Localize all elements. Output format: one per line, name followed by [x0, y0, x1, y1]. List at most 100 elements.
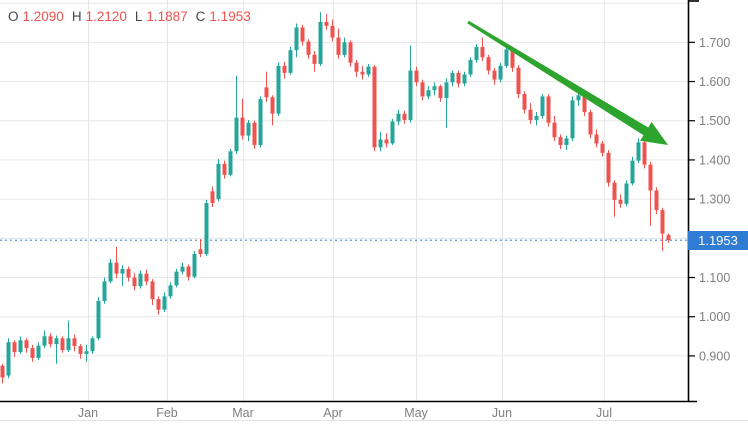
candle-body	[192, 254, 197, 277]
candle-body	[414, 70, 419, 83]
candle-body	[528, 109, 533, 120]
candle-body	[246, 122, 251, 136]
candle-body	[0, 365, 5, 378]
candle-body	[120, 268, 125, 274]
candle-body	[480, 47, 485, 58]
candle-body	[630, 160, 635, 184]
candle-body	[558, 137, 563, 146]
candle-body	[420, 82, 425, 97]
month-label: Jul	[596, 406, 612, 420]
candle-body	[336, 37, 341, 55]
candle-body	[402, 113, 407, 120]
candle-body	[468, 59, 473, 75]
candle-body	[84, 351, 89, 354]
ohlc-legend: O 1.2090 H 1.2120 L 1.1887 C 1.1953	[8, 9, 259, 25]
candle-body	[360, 71, 365, 75]
candle-body	[228, 151, 233, 175]
candle-body	[186, 266, 191, 277]
month-label: Jun	[492, 406, 512, 420]
candle-body	[546, 96, 551, 123]
candle-body	[78, 346, 83, 354]
candle-body	[462, 74, 467, 84]
candle-body	[396, 113, 401, 122]
price-tick-label: 1.300	[699, 193, 730, 207]
month-label: Jan	[78, 406, 98, 420]
candle-body	[534, 116, 539, 120]
price-tick-label: 1.600	[699, 75, 730, 89]
candle-body	[510, 49, 515, 68]
candle-body	[666, 234, 671, 241]
price-tick-label: 1.700	[699, 36, 730, 50]
candle-body	[132, 277, 137, 287]
candle-body	[486, 57, 491, 71]
last-price-label: 1.1953	[688, 231, 748, 250]
candle-body	[606, 152, 611, 183]
bottom-separator	[0, 420, 748, 421]
open-value: 1.2090	[22, 9, 64, 24]
gridlines	[0, 0, 688, 401]
candle-body	[144, 273, 149, 282]
candle-body	[432, 86, 437, 91]
candle-body	[54, 338, 59, 345]
candle-body	[96, 301, 101, 339]
high-label: H	[71, 9, 82, 24]
candle-body	[306, 41, 311, 55]
month-label: May	[404, 406, 428, 420]
month-label: Mar	[232, 406, 254, 420]
candle-body	[600, 143, 605, 153]
candle-body	[636, 142, 641, 161]
candle-body	[150, 281, 155, 300]
candle-body	[366, 66, 371, 75]
candle-body	[168, 285, 173, 297]
candle-body	[498, 65, 503, 80]
close-label: C	[195, 9, 206, 24]
price-tick-label: 1.000	[699, 310, 730, 324]
candle-body	[156, 299, 161, 310]
price-tick-label: 1.100	[699, 271, 730, 285]
candle-body	[234, 117, 239, 152]
price-tick-label: 0.900	[699, 349, 730, 363]
candles	[0, 12, 671, 384]
candle-body	[222, 163, 227, 175]
candle-body	[474, 47, 479, 60]
candle-body	[108, 262, 113, 282]
candle-body	[114, 262, 119, 274]
candle-body	[624, 183, 629, 204]
candle-body	[450, 72, 455, 83]
candle-body	[540, 96, 545, 117]
candle-body	[594, 134, 599, 144]
candle-body	[438, 86, 443, 98]
candle-body	[516, 67, 521, 95]
candle-body	[354, 62, 359, 72]
candle-body	[276, 65, 281, 114]
candle-body	[174, 271, 179, 286]
candle-body	[66, 338, 71, 351]
candle-body	[240, 117, 245, 136]
candle-body	[24, 340, 29, 349]
candle-body	[48, 336, 53, 345]
candle-body	[72, 338, 77, 347]
low-label: L	[134, 9, 143, 24]
time-axis[interactable]: Jan Feb Mar Apr May Jun Jul	[78, 406, 612, 420]
candle-body	[60, 338, 65, 351]
price-tick-label: 1.400	[699, 153, 730, 167]
candle-body	[270, 97, 275, 114]
candle-body	[90, 338, 95, 352]
axis-frame	[0, 0, 699, 403]
candle-body	[444, 82, 449, 98]
candle-body	[618, 199, 623, 204]
candle-body	[252, 122, 257, 146]
price-axis[interactable]: 1.700 1.600 1.500 1.400 1.300 1.100 1.000 0.900	[688, 36, 730, 364]
candle-body	[348, 42, 353, 63]
candle-body	[198, 249, 203, 255]
candle-body	[288, 50, 293, 73]
candle-body	[6, 342, 11, 376]
candle-body	[522, 94, 527, 110]
candle-body	[330, 25, 335, 38]
low-value: 1.1887	[146, 9, 188, 24]
down-trend-arrow[interactable]	[467, 20, 668, 146]
candle-body	[576, 95, 581, 101]
candle-body	[384, 139, 389, 144]
